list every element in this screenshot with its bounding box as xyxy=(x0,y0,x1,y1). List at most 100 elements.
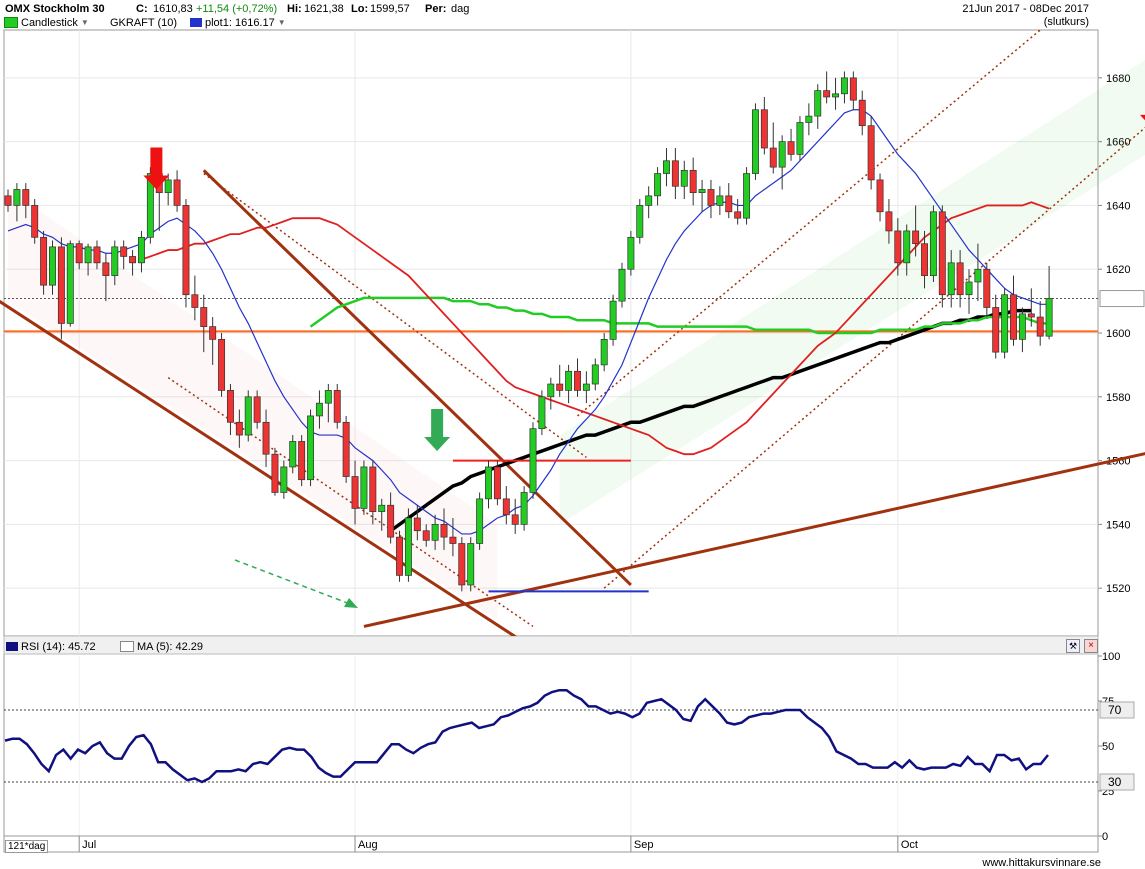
candle xyxy=(591,358,599,391)
candle-body xyxy=(965,281,973,296)
downtrend-line xyxy=(0,299,524,640)
x-tick-label: Sep xyxy=(634,839,654,851)
candle xyxy=(974,243,982,302)
candle-body xyxy=(716,195,724,206)
candle xyxy=(1010,275,1017,346)
y-tick-label: 1540 xyxy=(1106,519,1130,531)
candle xyxy=(209,317,217,365)
candle xyxy=(191,275,199,321)
candle xyxy=(467,537,475,592)
candle xyxy=(663,148,670,187)
down-arrow-icon xyxy=(143,147,170,190)
legend-ma[interactable]: MA (5): 42.29 xyxy=(120,640,203,653)
y-tick-label: 1600 xyxy=(1106,328,1130,340)
candle xyxy=(645,186,653,219)
candle xyxy=(876,173,884,222)
candle xyxy=(307,409,315,487)
candle xyxy=(75,240,83,270)
candle xyxy=(57,237,65,340)
candle xyxy=(404,508,412,582)
buy-arrow-icon xyxy=(424,409,451,452)
candle-body xyxy=(992,307,1000,353)
rsi-swatch-icon xyxy=(6,642,18,651)
candle xyxy=(22,183,30,219)
rsi-tick-label: 50 xyxy=(1102,741,1114,753)
candle-body xyxy=(493,466,501,500)
candle-body xyxy=(680,169,688,187)
candle-body xyxy=(360,466,368,509)
legend-gkraft[interactable]: GKRAFT (10) xyxy=(110,16,177,29)
rsi-line xyxy=(4,688,1049,784)
watermark: www.hittakursvinnare.se xyxy=(982,857,1101,869)
chevron-down-icon[interactable]: ▼ xyxy=(277,18,286,27)
candle xyxy=(66,240,74,327)
ma-green-line xyxy=(309,296,1050,335)
candle-body xyxy=(511,514,519,525)
rsi-tick-label: 0 xyxy=(1102,831,1108,843)
candle-body xyxy=(31,205,39,238)
candle-body xyxy=(57,246,65,324)
candle-body xyxy=(743,173,751,219)
ma-blue-line xyxy=(7,109,1050,535)
candle-body xyxy=(218,339,226,391)
price-type: (slutkurs) xyxy=(1043,16,1089,28)
dashed-arrow-icon xyxy=(344,598,358,608)
close-label: C: xyxy=(136,3,148,15)
candle-body xyxy=(760,109,768,149)
period-label: Per: xyxy=(425,3,447,15)
candle xyxy=(413,505,421,541)
candle xyxy=(49,240,56,295)
buy-arrow-icon xyxy=(424,409,451,452)
candle-body xyxy=(858,99,866,127)
candle xyxy=(13,183,21,222)
candle-body xyxy=(4,195,12,206)
candle xyxy=(315,390,323,429)
candle-body xyxy=(591,364,599,385)
candle xyxy=(244,390,252,442)
candle xyxy=(422,524,430,547)
candle xyxy=(289,435,297,474)
candle-body xyxy=(689,169,697,194)
legend-rsi[interactable]: RSI (14): 45.72 xyxy=(6,640,96,653)
candle-body xyxy=(440,524,448,538)
candle xyxy=(129,250,137,276)
candle-body xyxy=(289,441,297,468)
plot1-swatch-icon xyxy=(190,18,202,27)
candle-body xyxy=(929,211,937,276)
candle xyxy=(84,243,92,276)
candle-body xyxy=(209,326,217,340)
wrench-icon[interactable]: ⚒ xyxy=(1066,639,1080,653)
candle xyxy=(502,486,510,525)
candle xyxy=(636,199,644,244)
candle-body xyxy=(823,90,831,98)
candle xyxy=(823,71,831,104)
uptrend-channel-fill xyxy=(559,59,1145,525)
candle-body xyxy=(912,230,920,245)
candle xyxy=(1036,301,1044,346)
candle xyxy=(805,103,813,136)
candle xyxy=(200,294,208,353)
candle-body xyxy=(164,179,172,194)
date-range: 21Jun 2017 - 08Dec 2017 xyxy=(962,3,1089,15)
close-icon[interactable]: × xyxy=(1084,639,1098,653)
down-arrow-icon xyxy=(1139,114,1145,121)
candle xyxy=(947,250,955,308)
candle xyxy=(4,189,12,212)
ma-swatch-icon xyxy=(120,641,134,652)
candle-body xyxy=(947,262,955,296)
candle-body xyxy=(574,370,581,391)
candle-body xyxy=(663,160,670,174)
candle xyxy=(565,364,573,404)
chevron-down-icon[interactable]: ▼ xyxy=(80,18,89,27)
candle-body xyxy=(556,383,564,391)
candle xyxy=(858,90,866,136)
lo-value: 1599,57 xyxy=(370,3,410,15)
candle-body xyxy=(280,466,288,493)
candle xyxy=(31,199,39,244)
legend-candlestick[interactable]: Candlestick ▼ xyxy=(4,16,89,29)
candle-body xyxy=(565,370,573,391)
candle xyxy=(654,167,662,206)
candle xyxy=(173,170,181,212)
legend-plot1[interactable]: plot1: 1616.17 ▼ xyxy=(190,16,286,29)
